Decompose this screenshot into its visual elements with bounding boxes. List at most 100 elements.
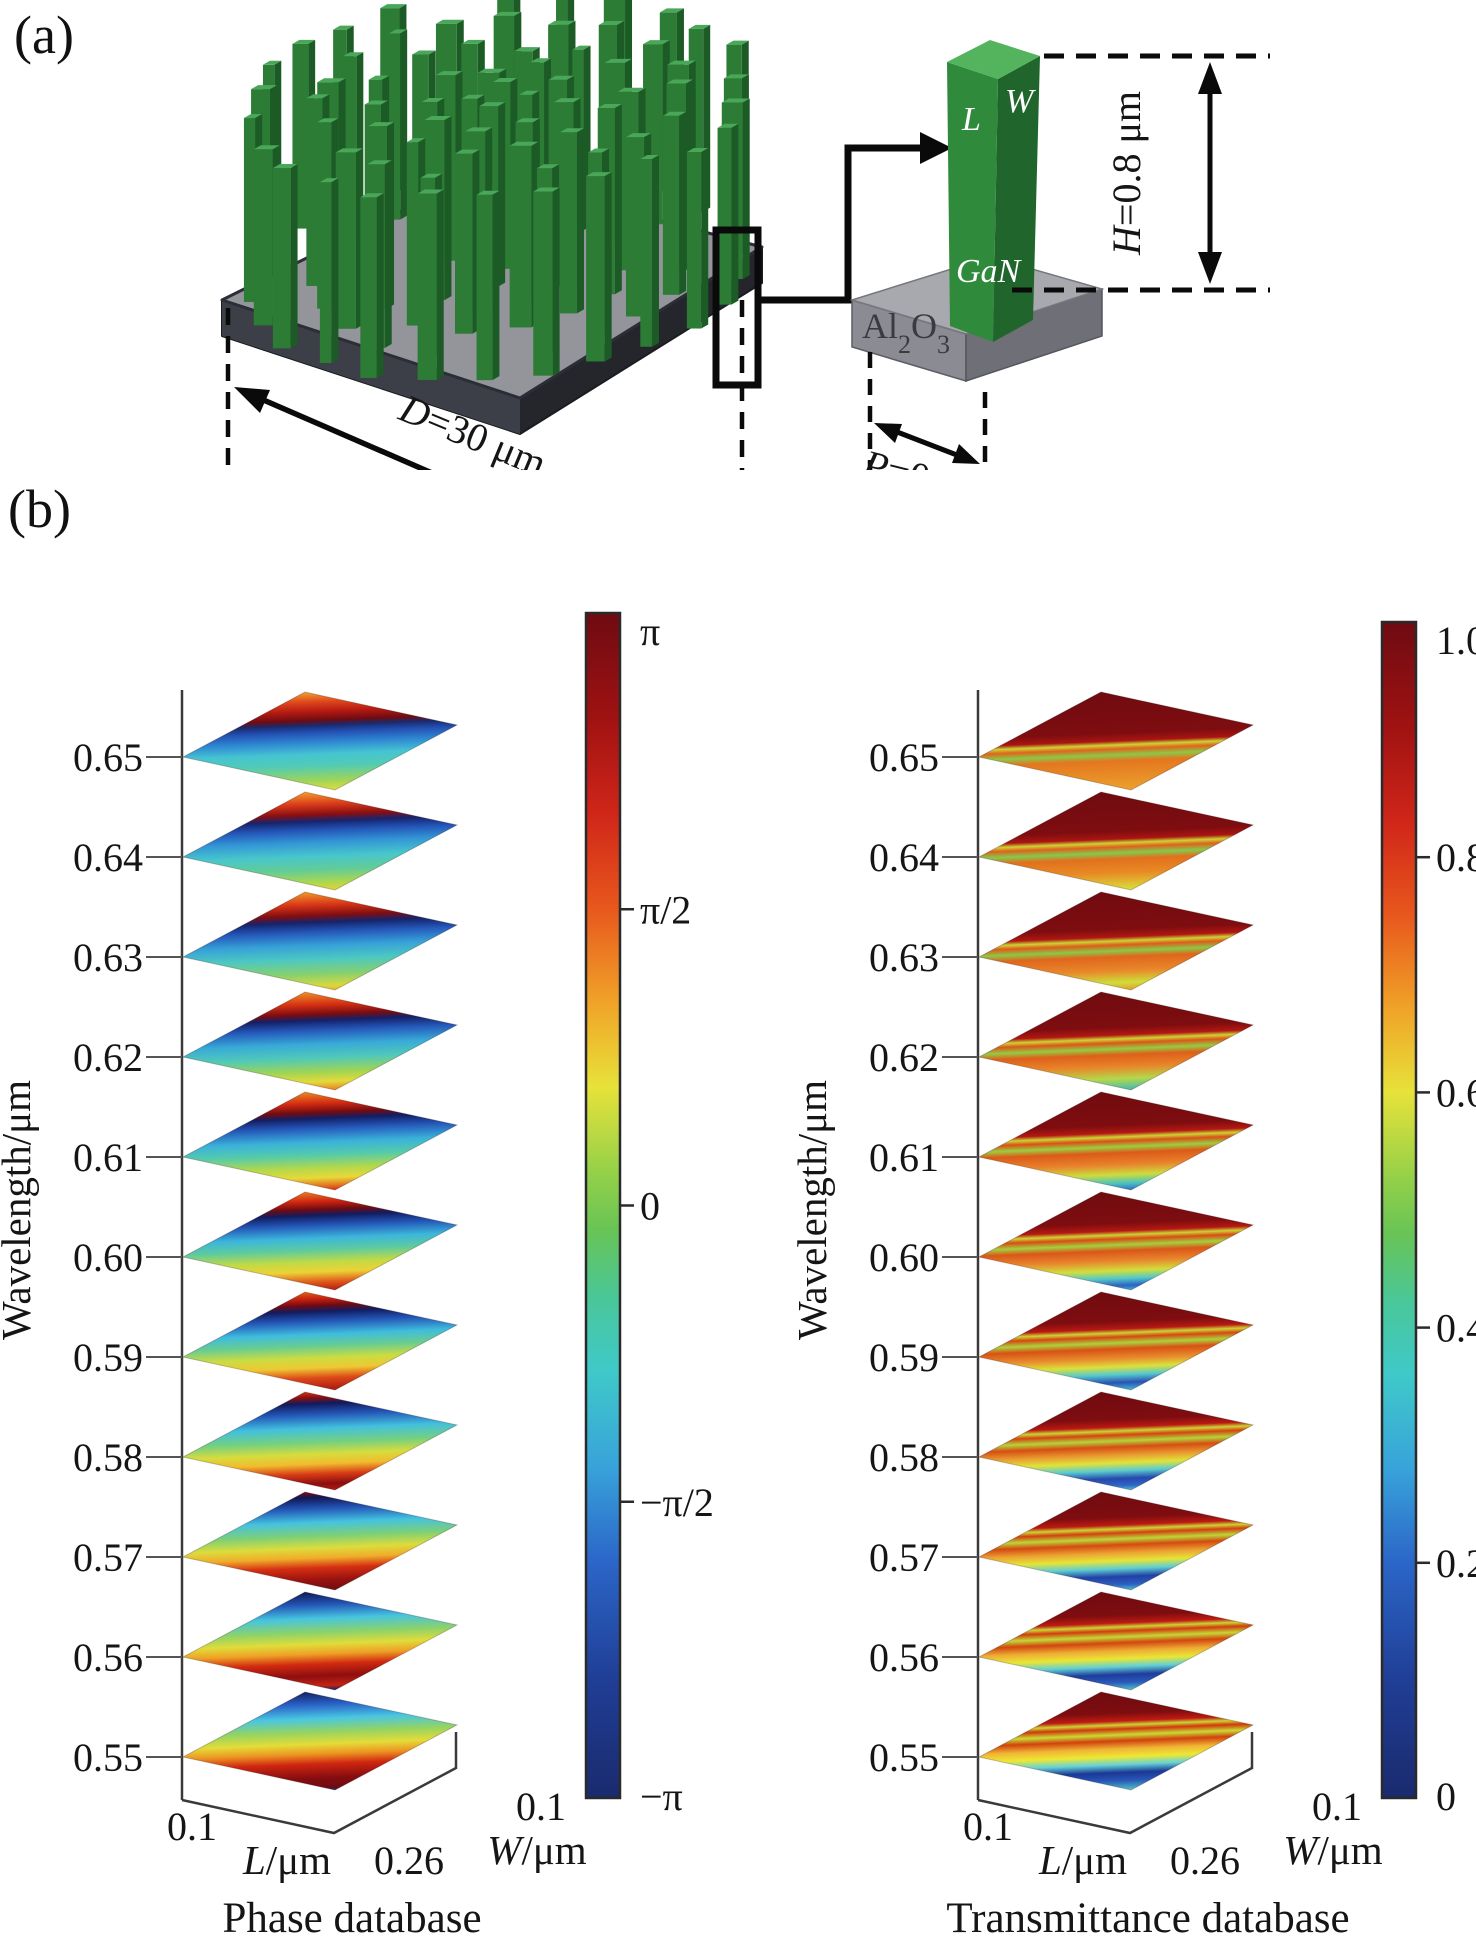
phase-wavelength-label-0.60: 0.60 [73,1235,143,1280]
nanopillar-side-face [331,178,339,363]
phase-layer-0.62 [181,991,459,1091]
nanopillar-top-face [548,75,575,80]
transmittance-layer-0.63 [977,891,1255,991]
height-dimension [1012,53,1270,293]
phase-wavelength-label-0.57: 0.57 [73,1535,143,1580]
nanopillar [640,155,659,347]
base-material-label: Al2O3 [862,306,950,359]
pillar-highlight-box [712,226,762,389]
nanopillar-top-face [640,155,659,160]
nanopillar-side-face [498,102,506,287]
inset-connector-line [758,144,924,304]
nanopillar-top-face [335,148,363,153]
nanopillar-side-face [651,155,659,347]
nanopillar [559,128,584,314]
transmittance-bottom-axis [977,1732,1254,1835]
nanopillar [272,164,298,349]
phase-wavelength-label-0.56: 0.56 [73,1635,143,1680]
panel-a-label: (a) [14,5,74,65]
phase-wavelength-label-0.58: 0.58 [73,1435,143,1480]
nanopillar-side-face [604,172,612,362]
phase-colorbar-label-π/2: π/2 [640,887,691,932]
nanopillar-top-face [509,141,539,146]
phase-wavelength-label-0.64: 0.64 [73,835,143,880]
nanopillar-top-face [333,25,354,30]
nanopillar-front-face [360,197,377,378]
phase-l-start-label: 0.1 [167,1804,217,1849]
phase-colorbar [584,611,622,1800]
nanopillar-front-face [662,115,680,295]
phase-layer-0.58 [181,1391,459,1491]
transmittance-wavelength-label-0.56: 0.56 [869,1635,939,1680]
phase-l-axis-label: L/μm [242,1837,331,1883]
transmittance-wavelength-label-0.57: 0.57 [869,1535,939,1580]
phase-wavelength-label-0.63: 0.63 [73,935,143,980]
nanopillar-side-face [552,187,560,376]
transmittance-wavelength-label-0.55: 0.55 [869,1735,939,1780]
nanopillar-top-face [530,58,552,63]
nanopillar-front-face [686,152,702,329]
phase-layer-0.59 [181,1291,459,1391]
nanopillar-top-face [424,115,452,120]
phase-layer-0.55 [181,1691,459,1791]
nanopillar-front-face [253,149,273,326]
nanopillar-top-face [454,149,480,154]
phase-colorbar-label-−π: −π [640,1774,683,1819]
transmittance-wavelength-label-0.59: 0.59 [869,1335,939,1380]
nanopillar [360,193,384,378]
nanopillar-top-face [476,190,500,195]
transmittance-layer-0.58 [977,1391,1255,1491]
transmittance-database-plot: 0.650.640.630.620.610.600.590.580.570.56… [789,618,1476,1942]
nanopillar-front-face [335,152,356,329]
transmittance-l-start-label: 0.1 [963,1804,1013,1849]
transmittance-layer-0.57 [977,1491,1255,1591]
nanopillar-top-face [477,68,507,73]
nanopillar-top-face [461,94,485,99]
nanopillar-top-face [364,100,388,105]
nanopillar-top-face [389,29,408,34]
transmittance-wavelength-label-0.65: 0.65 [869,735,939,780]
nanopillar-top-face [625,133,652,138]
nanopillar-front-face [476,194,493,381]
nanopillar-top-face [461,39,485,44]
nanopillar-top-face [306,94,330,99]
nanopillar-front-face [625,137,645,317]
period-arrowhead-left-icon [874,423,902,443]
nanopillar-side-face [731,123,739,305]
phase-wavelength-label-0.59: 0.59 [73,1335,143,1380]
nanopillar-side-face [679,111,687,295]
nanopillar-top-face [253,145,280,150]
nanopillar-top-face [597,104,622,109]
nanopillar-top-face [548,20,576,25]
phase-layer-0.56 [181,1591,459,1691]
nanopillar-top-face [559,128,584,133]
phase-layer-0.63 [181,891,459,991]
nanopillar-top-face [251,85,278,90]
nanopillar-top-face [586,172,612,177]
nanopillar-top-face [420,173,443,178]
phase-l-end-label: 0.26 [374,1838,444,1883]
nanopillar-front-face [509,145,532,328]
nanopillar-top-face [617,87,646,92]
transmittance-wavelength-label-0.61: 0.61 [869,1135,939,1180]
phase-wavelength-label-0.65: 0.65 [73,735,143,780]
nanopillar-top-face [368,122,395,127]
phase-wavelength-label-0.61: 0.61 [73,1135,143,1180]
nanopillar-top-face [686,148,709,153]
nanopillar [389,29,408,220]
transmittance-wavelength-label-0.60: 0.60 [869,1235,939,1280]
nanopillar-front-face [243,118,256,303]
nanopillar-top-face [412,50,436,55]
transmittance-colorbar-label-0.6: 0.6 [1436,1070,1476,1115]
nanopillar [319,178,339,363]
nanopillar-front-face [319,182,332,363]
nanopillar-top-face [519,90,540,95]
nanopillar-top-face [292,39,316,44]
nanopillar [335,148,363,329]
nanopillar-top-face [435,19,464,24]
phase-stack-axis-label: Wavelength/μm [0,1080,39,1340]
nanopillar-top-face [726,40,749,45]
nanopillar-top-face [553,98,581,103]
nanopillar [417,189,444,380]
